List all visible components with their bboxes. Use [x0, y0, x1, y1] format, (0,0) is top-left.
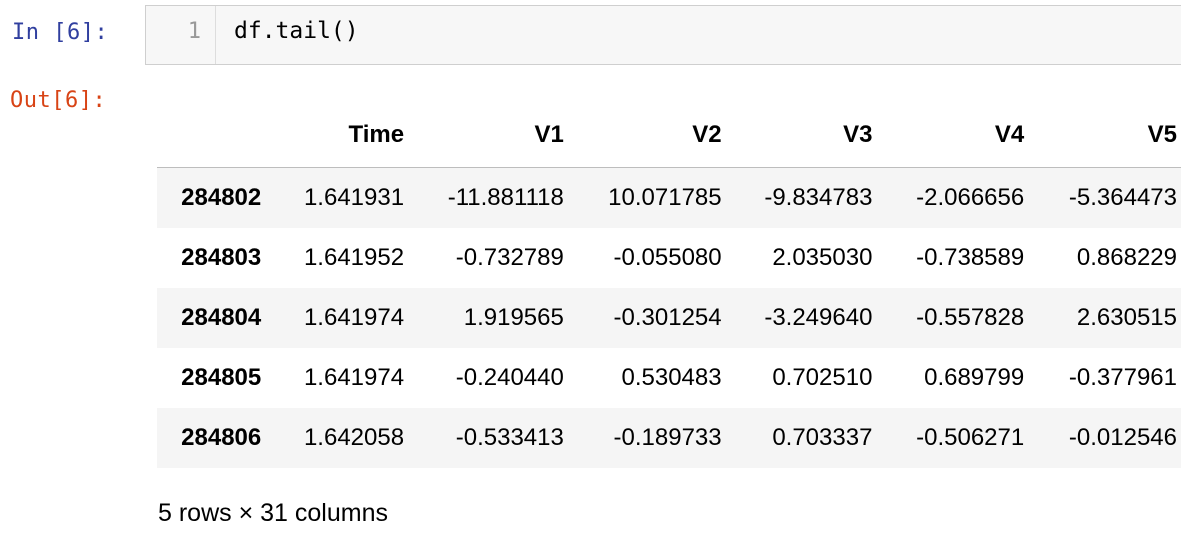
table-cell: -9.834783: [764, 184, 873, 211]
table-cell: -0.301254: [613, 304, 722, 331]
table-cell: 1.919565: [463, 304, 564, 331]
table-cell: -0.012546: [1068, 424, 1177, 451]
table-cell: 1.641952: [303, 244, 405, 271]
row-index: 284804: [181, 304, 262, 331]
index-header: [157, 107, 266, 168]
table-cell: -5.364473: [1068, 184, 1177, 211]
code-line[interactable]: df.tail(): [234, 18, 359, 44]
table-row: 284802 1.641931 -11.881118 10.071785 -9.…: [157, 167, 1181, 228]
table-cell: -0.240440: [455, 364, 564, 391]
column-header: V2: [567, 107, 726, 168]
table-cell: -0.533413: [455, 424, 564, 451]
table-cell: 1.641974: [303, 304, 405, 331]
dataframe-shape-caption: 5 rows × 31 columns: [158, 499, 388, 527]
row-index: 284805: [181, 364, 262, 391]
table-cell: 0.703337: [772, 424, 873, 451]
input-prompt: In [6]:: [12, 20, 109, 45]
table-cell: -0.377961: [1068, 364, 1177, 391]
table-cell: -0.189733: [613, 424, 722, 451]
table-cell: -0.055080: [613, 244, 722, 271]
table-cell: -11.881118: [447, 184, 564, 211]
table-cell: -3.249640: [764, 304, 873, 331]
column-header: V1: [408, 107, 568, 168]
header-row: Time V1 V2 V3 V4 V5: [157, 107, 1181, 168]
output-prompt: Out[6]:: [10, 88, 107, 113]
row-index: 284803: [181, 244, 262, 271]
table-cell: 1.642058: [303, 424, 405, 451]
column-header: Time: [265, 107, 409, 168]
column-header: V3: [725, 107, 877, 168]
table-cell: 0.689799: [924, 364, 1025, 391]
dataframe-table: Time V1 V2 V3 V4 V5 284802 1.641931 -11.…: [157, 107, 1181, 468]
table-cell: -0.557828: [916, 304, 1025, 331]
table-cell: 1.641931: [303, 184, 405, 211]
row-index: 284802: [181, 184, 262, 211]
table-cell: 0.702510: [772, 364, 873, 391]
table-row: 284803 1.641952 -0.732789 -0.055080 2.03…: [157, 228, 1181, 288]
table-cell: 2.630515: [1076, 304, 1177, 331]
column-header: V5: [1028, 107, 1181, 168]
table-cell: 0.868229: [1076, 244, 1177, 271]
table-row: 284804 1.641974 1.919565 -0.301254 -3.24…: [157, 288, 1181, 348]
table-cell: 2.035030: [772, 244, 873, 271]
table-row: 284805 1.641974 -0.240440 0.530483 0.702…: [157, 348, 1181, 408]
column-header: V4: [876, 107, 1029, 168]
table-cell: 10.071785: [608, 184, 722, 211]
table-cell: -0.732789: [455, 244, 564, 271]
code-cell-input[interactable]: 1 df.tail(): [145, 5, 1181, 65]
row-index: 284806: [181, 424, 262, 451]
table-cell: -0.506271: [916, 424, 1025, 451]
table-row: 284806 1.642058 -0.533413 -0.189733 0.70…: [157, 408, 1181, 468]
table-cell: 0.530483: [621, 364, 722, 391]
line-number-gutter: 1: [146, 6, 216, 64]
table-cell: 1.641974: [303, 364, 405, 391]
table-cell: -2.066656: [916, 184, 1025, 211]
table-cell: -0.738589: [916, 244, 1025, 271]
line-number: 1: [187, 19, 201, 44]
